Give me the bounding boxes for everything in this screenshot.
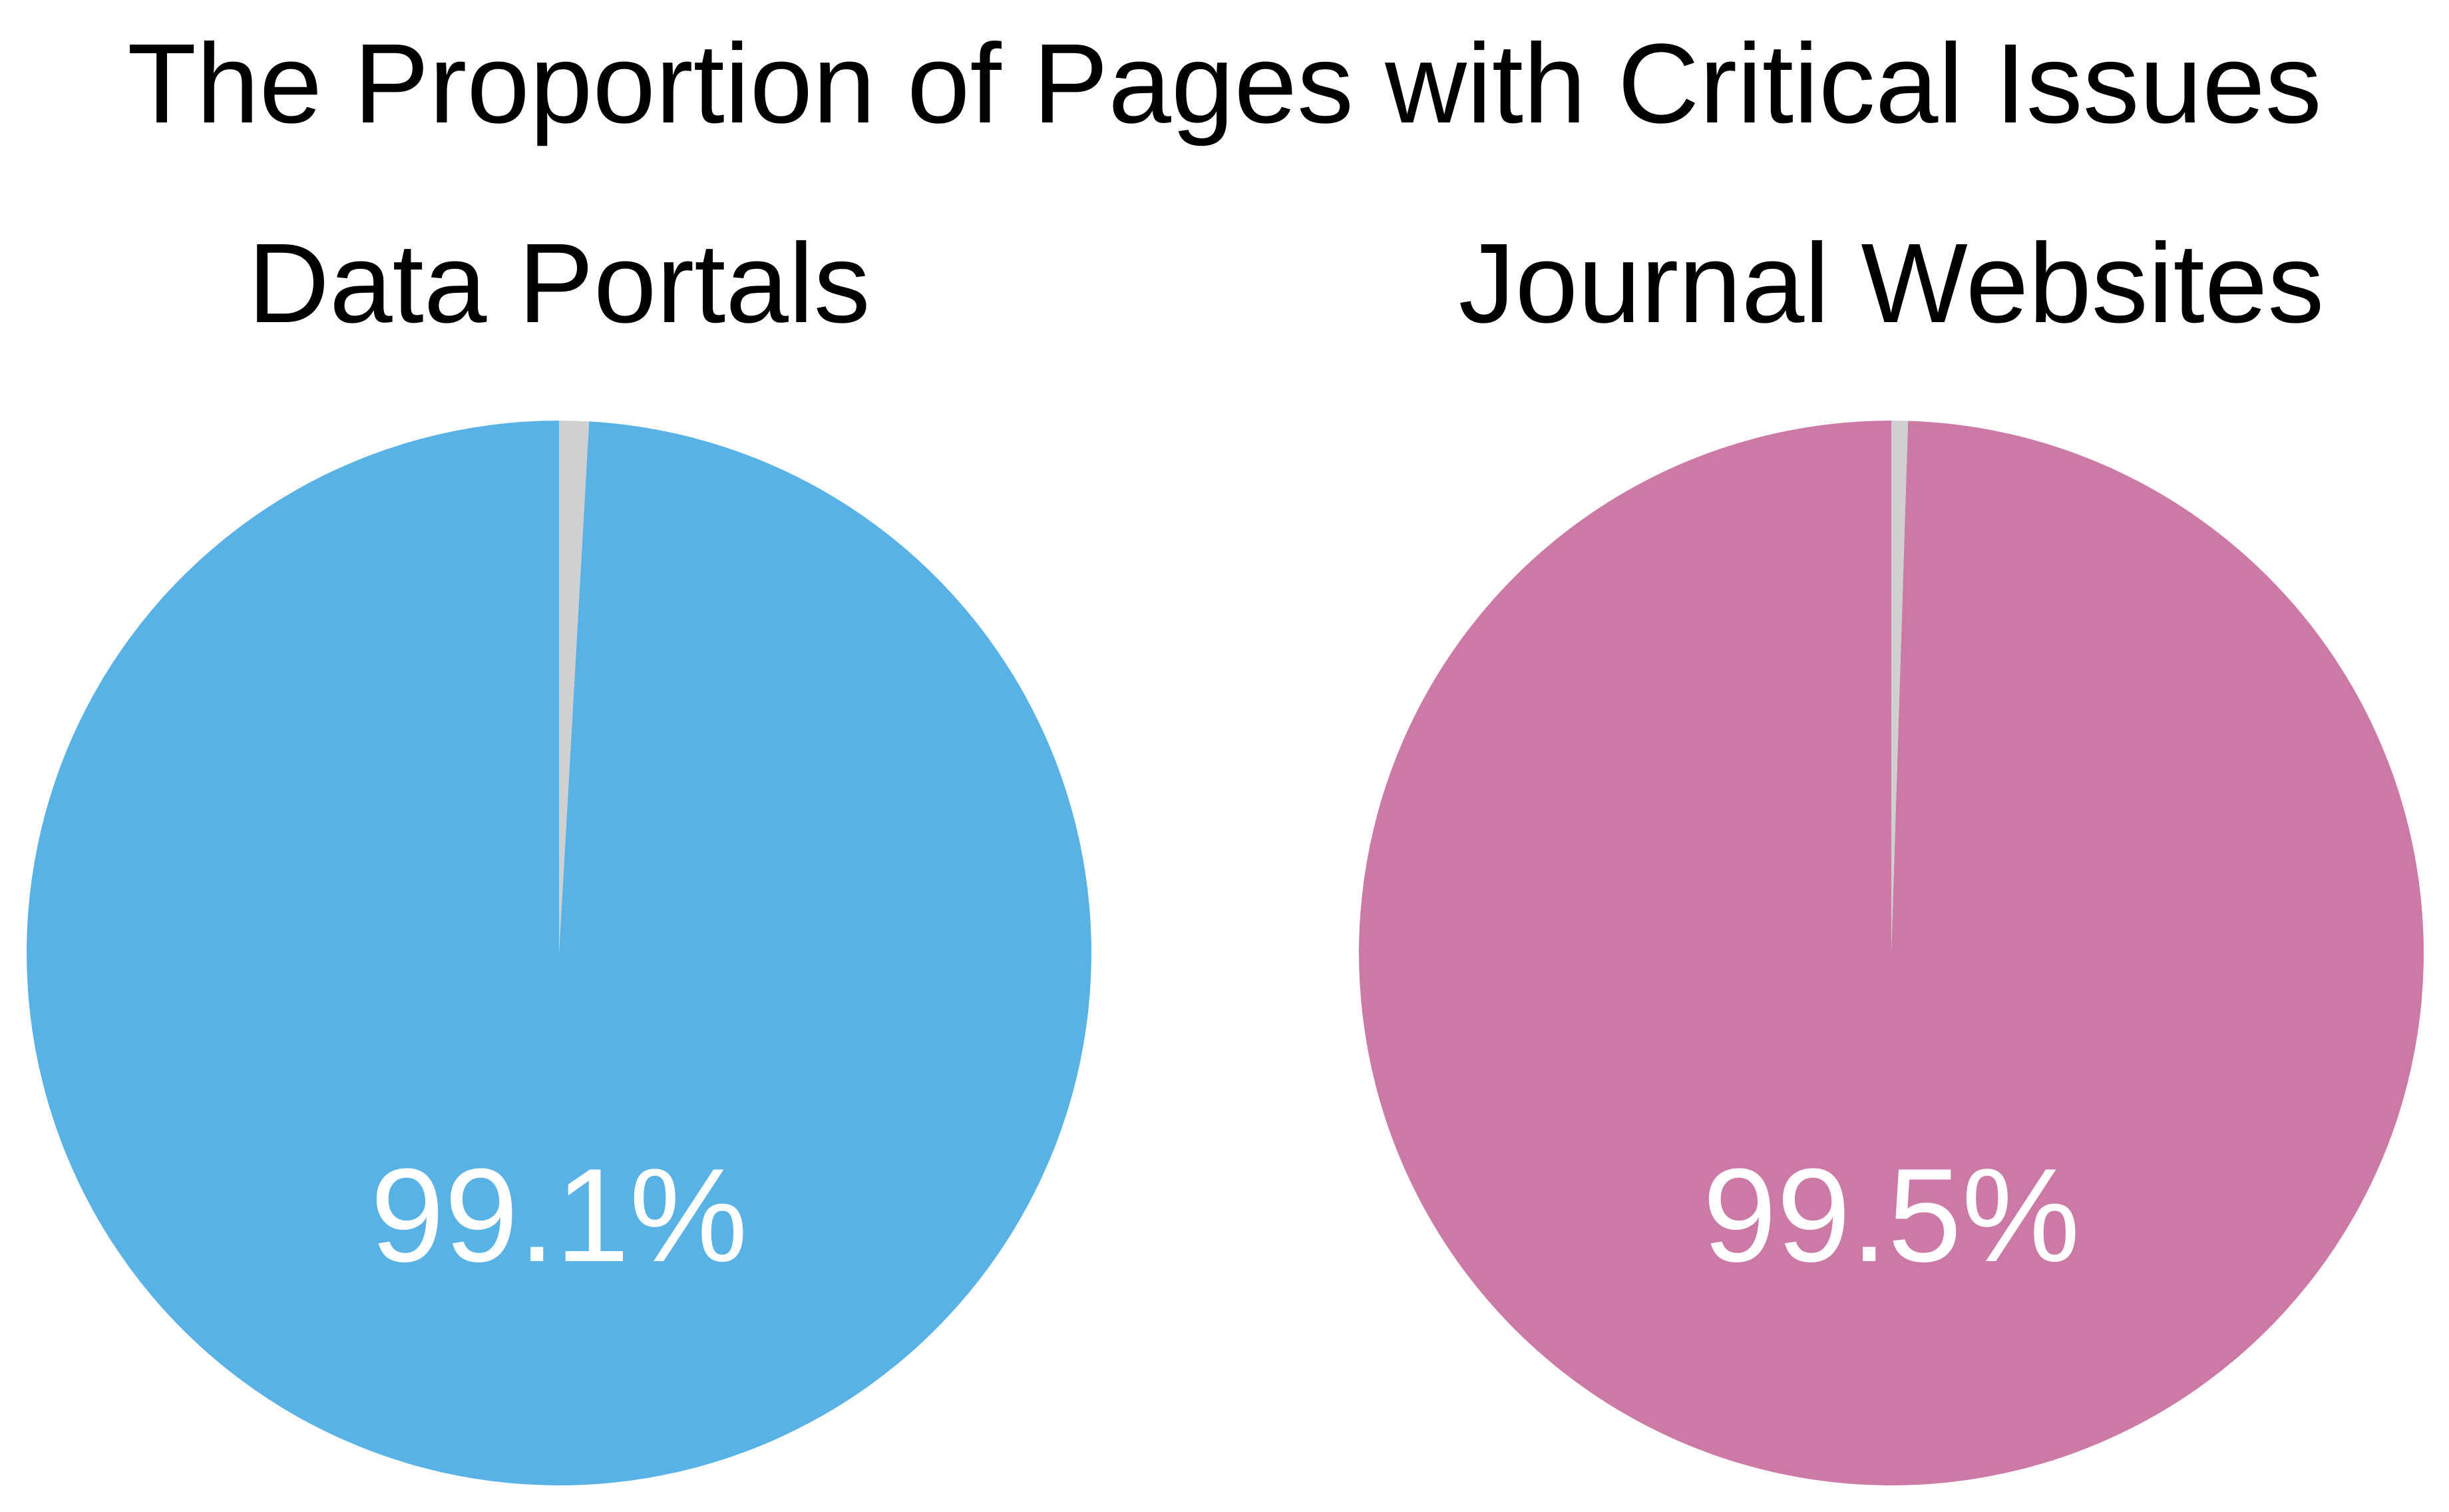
slices-data-portals (26, 421, 1091, 1485)
slices-journal-websites (1358, 421, 2424, 1485)
pie-chart-journal-websites: Journal Websites 99.5% (1358, 220, 2424, 1485)
pie-slice-journal-websites-0 (1358, 421, 2424, 1485)
pie-title-journal-websites: Journal Websites (1459, 220, 2325, 347)
pie-chart-data-portals: Data Portals 99.1% (26, 220, 1091, 1485)
data-label-data-portals: 99.1% (370, 1141, 747, 1290)
pie-slice-data-portals-0 (26, 421, 1091, 1485)
pie-slice-journal-websites-1 (1891, 421, 1909, 953)
pie-title-data-portals: Data Portals (248, 220, 870, 347)
pie-slice-data-portals-1 (559, 421, 590, 953)
data-label-journal-websites: 99.5% (1702, 1141, 2080, 1290)
chart-title: The Proportion of Pages with Critical Is… (127, 21, 2322, 147)
